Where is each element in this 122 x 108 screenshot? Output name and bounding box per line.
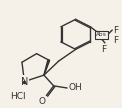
Text: HCl: HCl: [10, 92, 25, 101]
Polygon shape: [44, 60, 50, 75]
Text: N: N: [21, 77, 28, 87]
Text: O: O: [38, 97, 45, 106]
Text: F: F: [101, 45, 106, 54]
Text: F: F: [113, 36, 119, 45]
Text: OH: OH: [69, 83, 83, 92]
FancyBboxPatch shape: [95, 31, 108, 39]
Text: F: F: [113, 26, 119, 35]
Text: Abs: Abs: [96, 32, 107, 37]
